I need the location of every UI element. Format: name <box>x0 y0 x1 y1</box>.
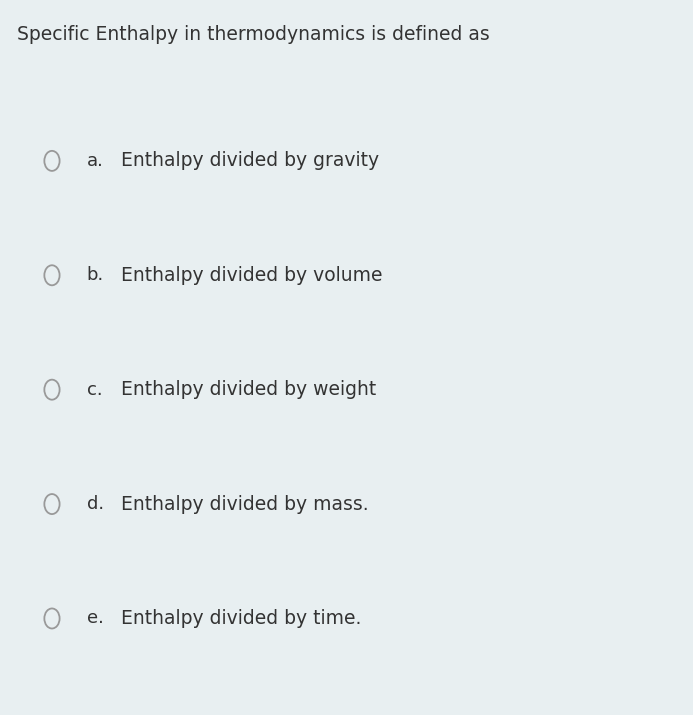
Text: c.: c. <box>87 380 103 399</box>
Text: a.: a. <box>87 152 103 170</box>
Text: b.: b. <box>87 266 104 285</box>
Text: Enthalpy divided by volume: Enthalpy divided by volume <box>121 266 383 285</box>
Ellipse shape <box>44 608 60 628</box>
Text: e.: e. <box>87 609 103 628</box>
Ellipse shape <box>44 380 60 400</box>
Ellipse shape <box>44 265 60 285</box>
Text: Enthalpy divided by time.: Enthalpy divided by time. <box>121 609 362 628</box>
Text: Enthalpy divided by gravity: Enthalpy divided by gravity <box>121 152 379 170</box>
Ellipse shape <box>44 494 60 514</box>
Text: Specific Enthalpy in thermodynamics is defined as: Specific Enthalpy in thermodynamics is d… <box>17 25 490 44</box>
Text: Enthalpy divided by mass.: Enthalpy divided by mass. <box>121 495 369 513</box>
Text: d.: d. <box>87 495 104 513</box>
Ellipse shape <box>44 151 60 171</box>
Text: Enthalpy divided by weight: Enthalpy divided by weight <box>121 380 376 399</box>
